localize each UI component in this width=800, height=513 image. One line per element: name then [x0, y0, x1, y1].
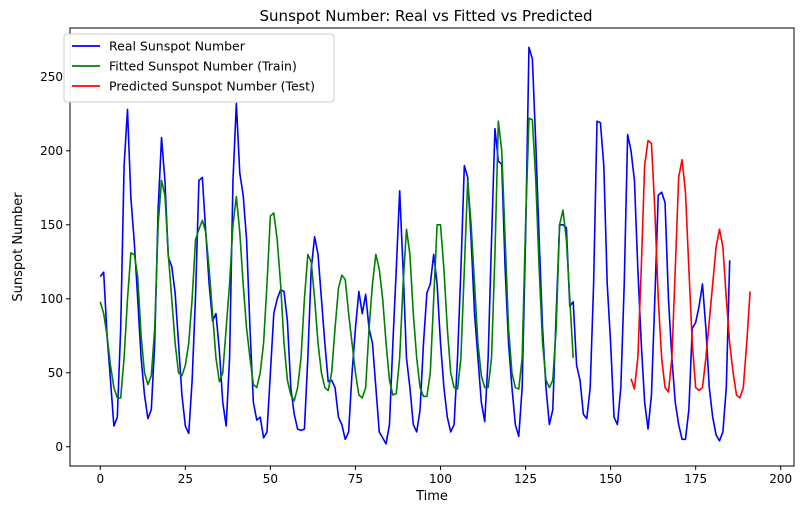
- y-tick-label-0: 0: [55, 440, 63, 454]
- legend-label-1: Fitted Sunspot Number (Train): [109, 59, 297, 74]
- y-tick-label-3: 150: [40, 218, 63, 232]
- x-axis: 0 25 50 75 100 125 150 175 200: [96, 466, 792, 486]
- y-tick-label-5: 250: [40, 70, 63, 84]
- series-line-2: [630, 139, 751, 399]
- x-tick-label-5: 125: [514, 472, 537, 486]
- series-line-0: [99, 46, 731, 445]
- x-axis-title: Time: [415, 489, 448, 504]
- y-axis: 0 50 100 150 200 250: [40, 70, 70, 454]
- legend-label-0: Real Sunspot Number: [109, 39, 246, 54]
- series-line-1: [99, 117, 574, 402]
- x-tick-label-6: 150: [599, 472, 622, 486]
- legend-box: [63, 33, 335, 103]
- y-tick-label-2: 100: [40, 292, 63, 306]
- x-tick-label-4: 100: [429, 472, 452, 486]
- y-axis-title: Sunspot Number: [11, 192, 26, 302]
- x-tick-label-2: 50: [263, 472, 278, 486]
- legend: Real Sunspot Number Fitted Sunspot Number…: [63, 33, 335, 103]
- x-tick-label-3: 75: [348, 472, 363, 486]
- y-tick-label-4: 200: [40, 144, 63, 158]
- x-tick-label-7: 175: [684, 472, 707, 486]
- x-tick-label-1: 25: [178, 472, 193, 486]
- series-layer: [99, 46, 751, 445]
- legend-label-2: Predicted Sunspot Number (Test): [109, 79, 315, 94]
- legend-items: Real Sunspot Number Fitted Sunspot Number…: [72, 39, 315, 94]
- chart-title: Sunspot Number: Real vs Fitted vs Predic…: [260, 7, 593, 25]
- y-tick-label-1: 50: [48, 366, 63, 380]
- plot-frame: [69, 27, 795, 467]
- x-tick-label-0: 0: [96, 472, 104, 486]
- plot-area: [69, 27, 795, 467]
- x-tick-label-8: 200: [769, 472, 792, 486]
